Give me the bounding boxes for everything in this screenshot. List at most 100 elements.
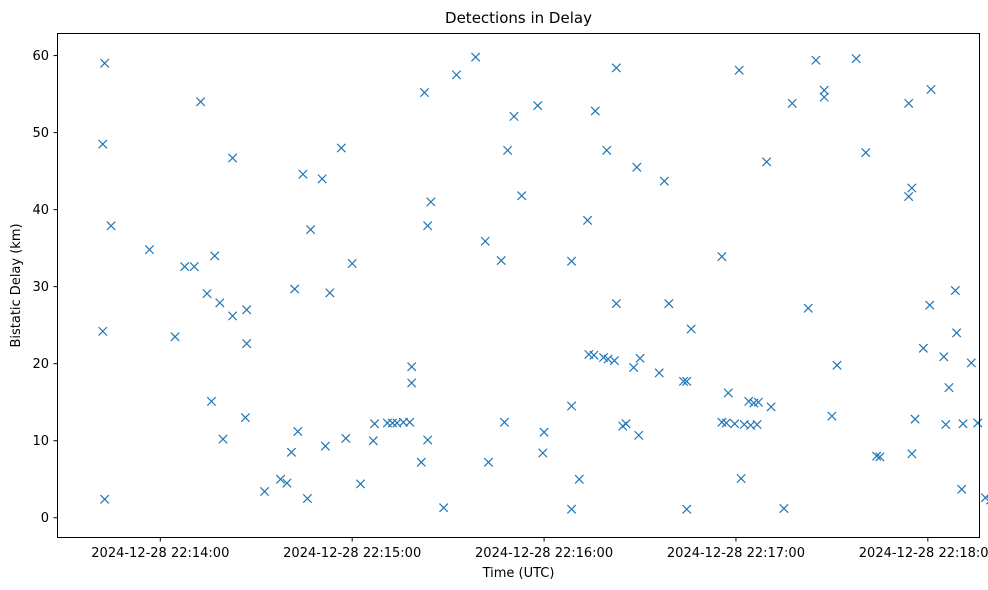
data-point	[419, 87, 430, 98]
data-point	[341, 433, 351, 444]
data-point	[302, 493, 313, 504]
data-point	[966, 358, 976, 368]
data-point	[819, 92, 829, 102]
data-point	[762, 157, 772, 167]
x-axis: 2024-12-28 22:14:00 2024-12-28 22:15:00 20…	[91, 537, 988, 561]
data-point	[872, 451, 882, 461]
data-point	[539, 427, 549, 437]
y-axis-label: Bistatic Delay (km)	[9, 223, 24, 347]
data-point	[170, 332, 180, 342]
data-point	[973, 418, 983, 428]
x-tick-label: 2024-12-28 22:16:00	[475, 546, 613, 561]
data-point	[957, 484, 967, 494]
data-point	[910, 414, 920, 424]
data-point	[632, 162, 642, 172]
data-point	[832, 360, 842, 370]
data-point	[471, 52, 481, 62]
data-point	[678, 376, 689, 387]
data-point	[317, 174, 327, 184]
x-tick-label: 2024-12-28 22:15:00	[283, 546, 421, 561]
data-point	[306, 225, 316, 235]
y-tick-label: 0	[41, 511, 49, 526]
data-point	[736, 473, 746, 484]
plot-frame	[57, 33, 980, 538]
data-point	[215, 298, 225, 308]
data-point	[439, 503, 449, 513]
data-point	[416, 457, 426, 467]
data-point	[538, 448, 548, 458]
data-point	[290, 284, 300, 294]
data-point	[939, 352, 949, 362]
data-point	[298, 169, 308, 179]
data-point	[723, 388, 733, 398]
data-point	[347, 258, 357, 269]
x-tick-label: 2024-12-28 22:14:00	[91, 546, 229, 561]
data-point	[210, 251, 220, 261]
data-point	[602, 145, 612, 155]
data-point	[336, 143, 346, 153]
data-point	[582, 215, 593, 226]
data-point	[609, 355, 620, 366]
y-tick-label: 60	[32, 49, 49, 64]
data-point	[144, 245, 155, 255]
x-axis-label: Time (UTC)	[482, 566, 555, 581]
data-point	[635, 353, 645, 363]
data-point	[659, 176, 669, 186]
data-point	[275, 474, 286, 484]
data-point	[717, 251, 727, 262]
data-point	[634, 430, 644, 440]
data-point	[566, 401, 577, 411]
data-point	[320, 441, 330, 451]
data-point	[851, 54, 861, 64]
data-point	[721, 418, 731, 428]
data-point	[533, 101, 543, 111]
data-point	[589, 350, 599, 360]
data-point	[753, 397, 763, 407]
data-point	[282, 478, 292, 488]
data-point	[100, 494, 110, 504]
data-point	[861, 148, 871, 158]
data-point	[517, 191, 527, 201]
data-point	[941, 419, 951, 430]
y-tick-label: 10	[32, 434, 49, 449]
data-point	[218, 434, 228, 444]
data-point	[355, 479, 366, 489]
data-point	[405, 417, 415, 427]
data-point	[368, 436, 378, 446]
data-point	[189, 262, 199, 272]
data-point	[106, 221, 116, 231]
data-point	[811, 55, 821, 65]
data-point	[242, 305, 252, 315]
data-point	[779, 503, 789, 514]
data-point	[483, 457, 494, 467]
data-point	[907, 183, 917, 193]
data-point	[202, 288, 212, 299]
data-point	[907, 449, 917, 459]
data-point	[654, 368, 664, 378]
data-point	[951, 328, 962, 338]
data-point	[766, 402, 776, 412]
data-point	[980, 493, 988, 503]
data-point	[369, 419, 380, 429]
data-point	[480, 236, 490, 246]
data-point	[451, 70, 462, 80]
y-axis: 0 10 20 30 40 50 60	[32, 49, 58, 526]
points-layer	[98, 52, 988, 514]
data-point	[387, 418, 398, 428]
data-point	[574, 474, 584, 484]
data-point	[98, 326, 108, 336]
data-point	[734, 65, 744, 75]
data-point	[875, 452, 885, 462]
data-point	[682, 376, 692, 387]
data-point	[926, 84, 936, 95]
data-point	[286, 447, 297, 457]
data-point	[496, 255, 506, 266]
data-point	[499, 417, 510, 427]
data-point	[918, 343, 928, 353]
data-point	[664, 298, 674, 309]
data-point	[682, 504, 692, 514]
data-point	[904, 191, 914, 202]
data-point	[803, 303, 813, 313]
data-point	[503, 145, 513, 155]
